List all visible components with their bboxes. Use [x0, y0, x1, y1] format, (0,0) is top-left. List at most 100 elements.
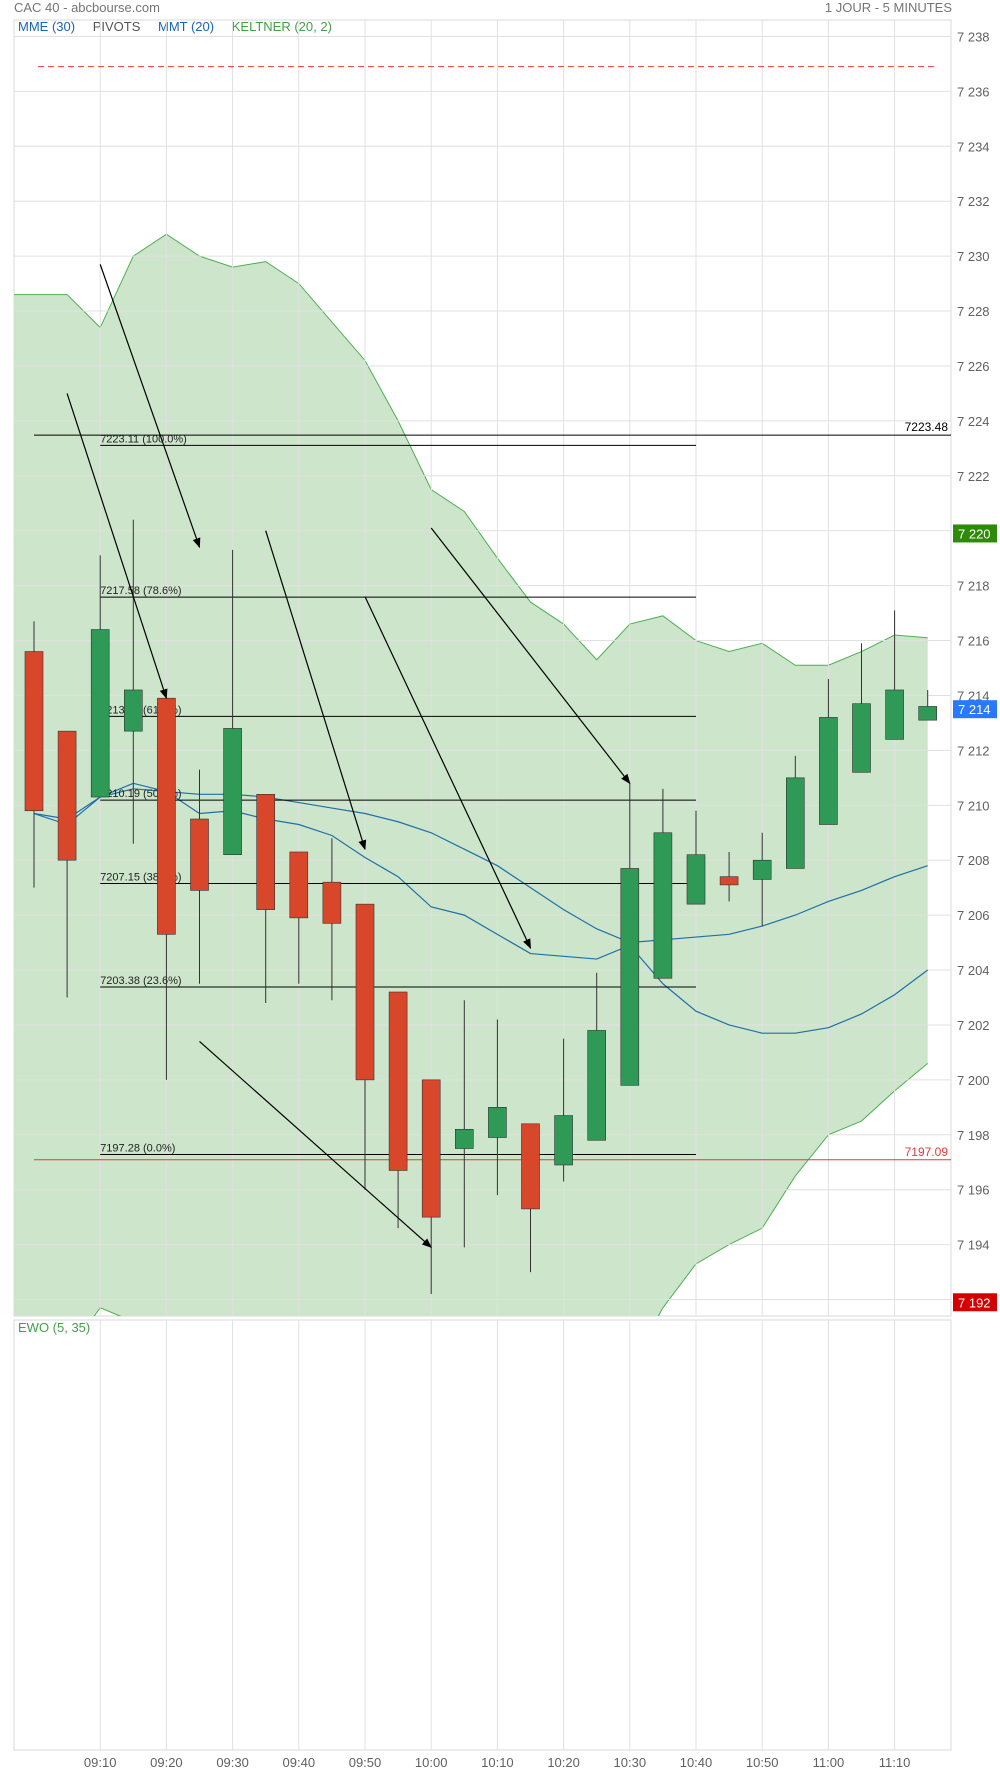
candle-body — [223, 728, 242, 856]
trend-arrow — [199, 1040, 432, 1249]
candle-body — [256, 794, 276, 910]
candle-up — [124, 519, 143, 844]
candle-body — [521, 1123, 540, 1210]
trend-arrow — [99, 264, 201, 549]
y-tick-label: 7 206 — [957, 908, 990, 923]
ewo-label: EWO (5, 35) — [18, 1320, 91, 1335]
candle-up — [488, 1019, 507, 1196]
candle-body — [57, 730, 77, 861]
y-tick-label: 7 226 — [957, 359, 990, 374]
trend-arrow — [364, 596, 532, 949]
candle-down — [190, 769, 209, 984]
candle-body — [918, 706, 938, 721]
candle-down — [719, 851, 739, 902]
x-tick-label: 10:20 — [547, 1755, 580, 1770]
candle-body — [885, 689, 904, 740]
trend-arrow — [66, 393, 168, 700]
candle-body — [157, 697, 176, 935]
candle-up — [785, 755, 805, 869]
candle-down — [421, 1079, 441, 1295]
candle-body — [852, 703, 871, 773]
y-tick-label: 7 238 — [957, 29, 990, 44]
chart-title: CAC 40 - abcbourse.com — [14, 0, 160, 15]
fib-label: 7197.28 (0.0%) — [100, 1143, 175, 1155]
x-tick-label: 11:10 — [879, 1755, 911, 1770]
ewo-panel-frame — [13, 1319, 952, 1751]
candle-body — [124, 689, 143, 732]
legend-mme[interactable]: MME (30) — [18, 19, 76, 34]
y-tick-label: 7 224 — [957, 414, 990, 429]
y-tick-label: 7 208 — [957, 853, 990, 868]
candle-down — [322, 838, 342, 1001]
candle-body — [454, 1128, 474, 1149]
trend-arrow — [265, 530, 367, 851]
candle-body — [355, 903, 375, 1081]
x-tick-label: 09:50 — [349, 1755, 382, 1770]
mmt-20-line — [33, 782, 929, 1034]
candle-body — [620, 868, 640, 1086]
legend-pivots[interactable]: PIVOTS — [92, 19, 141, 34]
x-tick-label: 09:40 — [283, 1755, 316, 1770]
x-tick-label: 09:10 — [84, 1755, 117, 1770]
legend-mmt[interactable]: MMT (20) — [158, 19, 215, 34]
y-tick-label: 7 236 — [957, 84, 990, 99]
y-tick-label: 7 232 — [957, 194, 990, 209]
keltner-band — [14, 233, 929, 1316]
pivot-label: 7197.09 — [905, 1145, 949, 1159]
candle-up — [852, 643, 871, 773]
candle-body — [90, 629, 110, 798]
fib-label: 7217.58 (78.6%) — [100, 585, 181, 597]
candle-body — [488, 1107, 507, 1138]
price-badge — [953, 524, 997, 543]
y-tick-label: 7 210 — [957, 798, 990, 813]
keltner-upper-line — [14, 233, 928, 666]
price-badge-label: 7 192 — [958, 1295, 991, 1310]
y-tick-label: 7 218 — [957, 579, 990, 594]
trend-arrow — [430, 527, 631, 785]
candle-up — [454, 1000, 474, 1248]
y-tick-label: 7 230 — [957, 249, 990, 264]
candle-down — [521, 1123, 540, 1273]
y-tick-label: 7 198 — [957, 1128, 990, 1143]
candle-up — [819, 678, 838, 825]
candle-up — [686, 810, 706, 905]
candle-down — [57, 730, 77, 998]
x-tick-label: 09:20 — [150, 1755, 183, 1770]
candle-body — [289, 851, 309, 919]
y-tick-label: 7 194 — [957, 1238, 990, 1253]
candle-up — [554, 1038, 573, 1182]
x-tick-label: 09:30 — [216, 1755, 249, 1770]
x-tick-label: 10:50 — [746, 1755, 779, 1770]
indicator-legend: MME (30) PIVOTS MMT (20) KELTNER (20, 2) — [18, 19, 346, 34]
candle-down — [355, 903, 375, 1190]
candle-body — [322, 881, 342, 924]
y-tick-label: 7 202 — [957, 1018, 990, 1033]
chart-period: 1 JOUR - 5 MINUTES — [824, 0, 952, 15]
candle-down — [289, 851, 309, 984]
mme-30-line — [33, 788, 928, 944]
y-tick-label: 7 196 — [957, 1183, 990, 1198]
candle-body — [190, 818, 209, 891]
candle-body — [819, 717, 838, 825]
pivot-label: 7223.48 — [905, 420, 949, 434]
y-tick-label: 7 212 — [957, 743, 990, 758]
candle-down — [388, 991, 408, 1229]
candle-up — [918, 689, 938, 721]
price-badge-label: 7 214 — [958, 702, 991, 717]
candle-up — [885, 610, 904, 740]
candle-down — [256, 794, 276, 1003]
fib-label: 7223.11 (100.0%) — [100, 433, 187, 445]
candle-up — [90, 555, 110, 798]
candle-up — [752, 832, 772, 927]
price-badge — [953, 700, 997, 719]
y-tick-label: 7 200 — [957, 1073, 990, 1088]
candle-down — [24, 621, 44, 888]
legend-keltner[interactable]: KELTNER (20, 2) — [231, 19, 332, 34]
y-tick-label: 7 222 — [957, 469, 990, 484]
x-tick-label: 10:30 — [614, 1755, 647, 1770]
price-badge-label: 7 220 — [958, 526, 991, 541]
y-tick-label: 7 214 — [957, 688, 990, 703]
candle-body — [587, 1030, 607, 1141]
candle-body — [24, 651, 44, 812]
